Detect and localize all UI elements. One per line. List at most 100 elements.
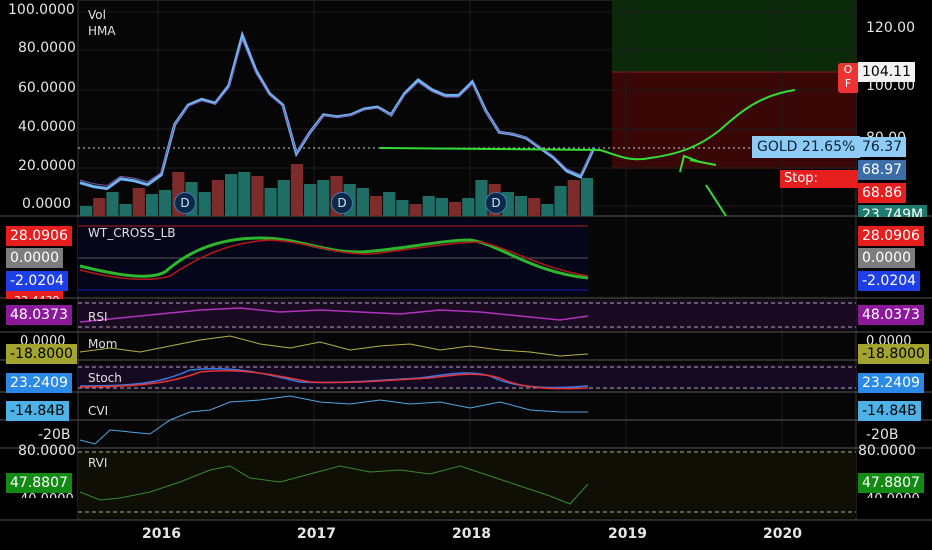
pane-title-wt: WT_CROSS_LB xyxy=(88,226,176,240)
rsi-band xyxy=(78,300,856,330)
wt-left-overflow: -33.4439 xyxy=(6,291,64,299)
left-tick-80: 80.0000 xyxy=(18,40,76,56)
volume-bar xyxy=(554,186,567,216)
volume-bar xyxy=(409,204,422,216)
dividend-marker[interactable]: D xyxy=(485,192,507,214)
volume-bar xyxy=(145,194,159,216)
volume-bar xyxy=(396,200,409,216)
dividend-marker[interactable]: D xyxy=(331,192,353,214)
cvi-line xyxy=(79,395,588,445)
volume-bar xyxy=(93,198,106,216)
volume-bar xyxy=(449,202,462,216)
rvi-left-tick: 80.0000 xyxy=(18,443,76,459)
volume-bar xyxy=(435,198,449,216)
mom-left-value: -18.8000 xyxy=(6,344,77,364)
price-tag-68-86: 68.86 xyxy=(858,183,907,203)
volume-bar xyxy=(238,172,251,216)
volume-bar xyxy=(462,198,475,216)
volume-bar xyxy=(317,180,330,216)
volume-bar xyxy=(304,184,317,216)
symbol-label-text: GOLD 21.65% xyxy=(757,139,856,155)
volume-bar xyxy=(422,196,435,216)
right-tick-100: 100.00 xyxy=(866,78,915,94)
cvi-right-tick: -20B xyxy=(866,427,899,443)
price-tag-104: 104.11 xyxy=(858,62,915,82)
down-arrow-drawing xyxy=(705,184,727,217)
wt-right-top: 28.0906 xyxy=(858,226,924,246)
volume-bar xyxy=(383,192,396,216)
volume-bar xyxy=(475,180,488,216)
volume-bar xyxy=(159,190,172,216)
symbol-price-tag: 76.37 xyxy=(858,137,907,157)
stop-label-text: Stop: 35.25 xyxy=(784,171,818,186)
pane-title-mom: Mom xyxy=(88,337,118,351)
order-tag-red[interactable]: O F xyxy=(838,63,858,93)
stoch-left-value: 23.2409 xyxy=(6,373,72,393)
left-tick-40: 40.0000 xyxy=(18,119,76,135)
rvi-line xyxy=(79,465,589,505)
target-zone xyxy=(612,0,856,72)
volume-bar xyxy=(80,206,93,216)
x-tick-2020: 2020 xyxy=(763,526,802,542)
order-tag-suffix: F xyxy=(844,77,852,90)
rvi-band xyxy=(78,450,856,518)
dividend-marker[interactable]: D xyxy=(174,192,196,214)
volume-bar xyxy=(369,196,383,216)
volume-bar xyxy=(264,188,277,216)
pane-title-rsi: RSI xyxy=(88,310,108,324)
volume-bar xyxy=(224,174,238,216)
rsi-right-value: 48.0373 xyxy=(858,305,924,325)
volume-bar xyxy=(514,196,528,216)
rvi-right-hidden: 40.0000 xyxy=(866,492,920,498)
x-tick-2016: 2016 xyxy=(142,526,181,542)
volume-bar xyxy=(567,180,580,216)
volume-bar xyxy=(528,198,541,216)
mom-right-value: -18.8000 xyxy=(858,344,929,364)
indicator-label-vol: Vol xyxy=(88,8,106,22)
volume-tag: 23.749M xyxy=(858,205,928,217)
stoch-right-value: 23.2409 xyxy=(858,373,924,393)
wt-left-bot: -2.0204 xyxy=(6,271,69,291)
mom-left-hidden: 0.0000 xyxy=(20,334,66,344)
stoch-band xyxy=(78,364,856,390)
left-tick-60: 60.0000 xyxy=(18,80,76,96)
volume-bar xyxy=(211,180,224,216)
mom-right-hidden: 0.0000 xyxy=(866,334,912,344)
volume-bar xyxy=(580,178,593,216)
hma-signal-line xyxy=(79,38,595,187)
stoch-d-line xyxy=(79,370,589,390)
x-tick-2018: 2018 xyxy=(452,526,491,542)
cvi-left-value: -14.84B xyxy=(6,401,69,421)
cvi-right-value: -14.84B xyxy=(858,401,921,421)
volume-bar xyxy=(541,204,554,216)
pane-title-cvi: CVI xyxy=(88,404,109,418)
rsi-left-value: 48.0373 xyxy=(6,305,72,325)
wt-band xyxy=(78,218,588,296)
right-tick-120: 120.00 xyxy=(866,20,915,36)
rvi-left-value: 47.8807 xyxy=(6,473,72,493)
x-tick-2019: 2019 xyxy=(608,526,647,542)
volume-bar xyxy=(251,176,264,216)
volume-bar xyxy=(290,164,304,216)
projection-curve xyxy=(379,89,796,161)
volume-bar xyxy=(356,188,369,216)
volume-bar xyxy=(198,192,211,216)
pane-title-rvi: RVI xyxy=(88,456,108,470)
indicator-label-hma: HMA xyxy=(88,24,116,38)
symbol-label[interactable]: GOLD 21.65% xyxy=(752,136,861,158)
wt-right-mid: 0.0000 xyxy=(858,248,915,268)
mom-line xyxy=(79,335,589,357)
x-tick-2017: 2017 xyxy=(297,526,336,542)
wt-line-red xyxy=(79,239,589,281)
rsi-line xyxy=(79,307,589,323)
price-tag-68-97: 68.97 xyxy=(858,160,907,180)
left-tick-0: 0.0000 xyxy=(22,196,71,212)
rvi-right-tick: 80.0000 xyxy=(858,443,916,459)
volume-bar xyxy=(119,204,132,216)
stop-label[interactable]: Stop: 35.25 xyxy=(780,170,858,188)
volume-bar xyxy=(132,188,145,216)
left-tick-20: 20.0000 xyxy=(18,158,76,174)
volume-bar xyxy=(106,192,119,216)
